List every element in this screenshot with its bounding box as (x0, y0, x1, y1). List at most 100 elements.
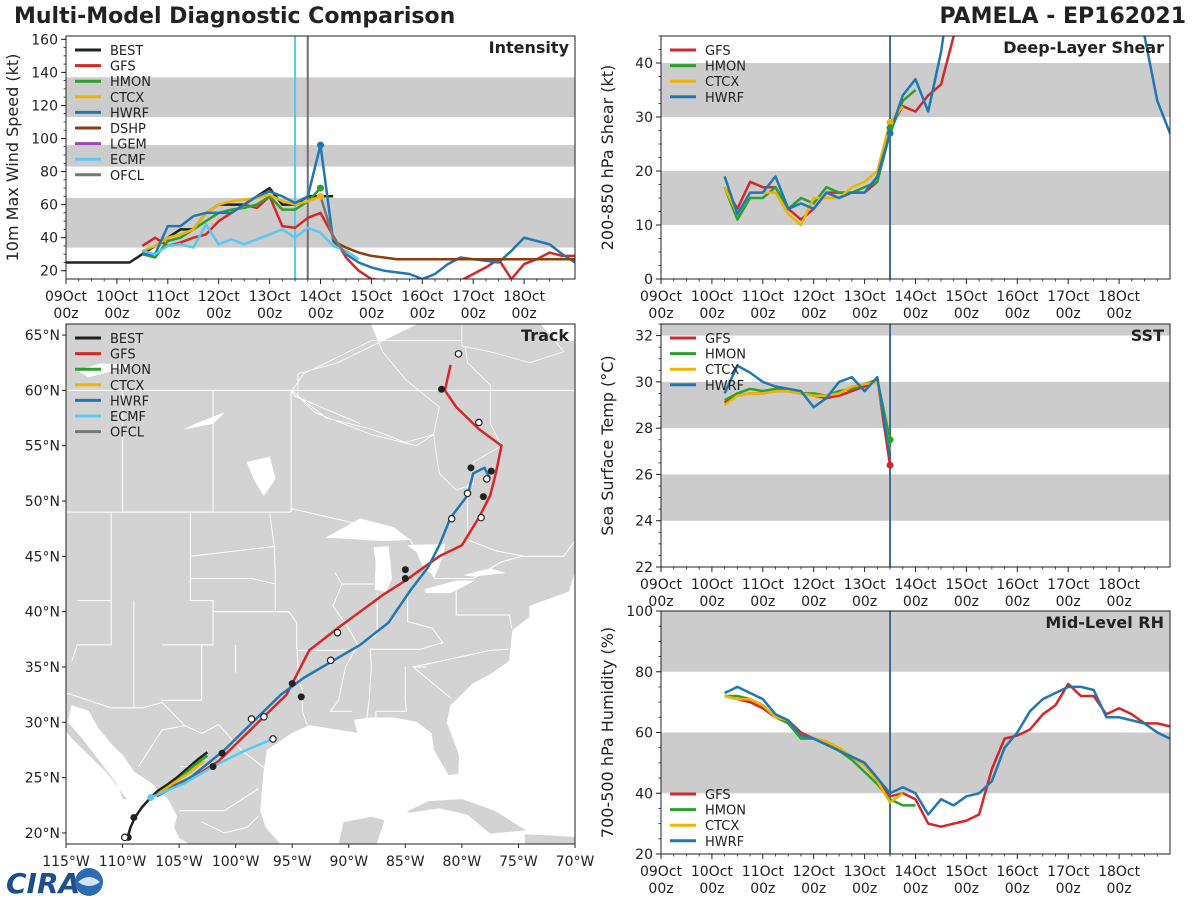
x-tick-label: 00z (903, 306, 928, 322)
boundary-28 (201, 815, 259, 834)
y-tick-label: 28 (635, 421, 653, 437)
band-0 (661, 474, 1170, 521)
lon-label: 85°W (386, 854, 425, 870)
x-tick-label: 17Oct (1047, 864, 1090, 880)
track-point-filled (479, 493, 487, 501)
series-gfs (724, 682, 1170, 828)
legend-entry-hmon: HMON (705, 804, 746, 819)
x-tick-label: 15Oct (945, 289, 988, 305)
boundary-7 (375, 667, 408, 719)
panel-title: Track (521, 326, 569, 345)
lat-label: 20°N (25, 826, 60, 842)
lat-label: 30°N (25, 715, 60, 731)
x-tick-label: 00z (954, 594, 979, 610)
lat-label: 55°N (25, 439, 60, 455)
x-tick-label: 17Oct (452, 289, 495, 305)
x-tick-label: 00z (1005, 594, 1030, 610)
x-tick-label: 14Oct (894, 289, 937, 305)
x-tick-label: 14Oct (299, 289, 342, 305)
x-tick-label: 00z (903, 594, 928, 610)
boundary-1 (66, 692, 265, 769)
legend-entry-ctcx: CTCX (110, 91, 144, 106)
track-point-filled (288, 680, 296, 688)
series-hwrf (723, 36, 1170, 216)
x-tick-label: 00z (954, 306, 979, 322)
legend-entry-hwrf: HWRF (705, 91, 744, 106)
x-tick-label: 00z (648, 881, 673, 897)
y-tick-label: 160 (31, 32, 58, 48)
panel-intensity: 2040608010012014016009Oct00z10Oct00z11Oc… (3, 32, 576, 322)
track-point-filled (130, 813, 138, 821)
track-point-hollow (121, 833, 129, 842)
boundary-22 (290, 388, 361, 513)
land-mass-3 (523, 833, 575, 844)
x-tick-label: 00z (852, 306, 877, 322)
track-point-hollow (326, 656, 335, 665)
panel-shear: 01020304009Oct00z10Oct00z11Oct00z12Oct00… (598, 35, 1171, 322)
y-tick-label: 26 (635, 467, 653, 483)
y-axis-label: 700-500 hPa Humidity (%) (598, 627, 617, 838)
logo-text: CIRA (6, 867, 80, 900)
band-1 (661, 611, 1170, 672)
track-start-ecmf (147, 794, 155, 802)
legend-entry-ofcl: OFCL (110, 426, 145, 441)
panel-rh: 2040608010009Oct00z10Oct00z11Oct00z12Oct… (598, 604, 1171, 897)
x-tick-label: 18Oct (1098, 864, 1141, 880)
marker-gfs (886, 461, 894, 469)
x-tick-label: 00z (308, 306, 333, 322)
track-point-filled (401, 566, 409, 574)
lon-label: 105°W (155, 854, 203, 870)
legend-entry-hwrf: HWRF (110, 394, 149, 409)
legend-entry-ecmf: ECMF (110, 153, 146, 168)
series-hwrf (724, 685, 1170, 816)
lake-7 (76, 363, 134, 378)
lat-label: 50°N (25, 494, 60, 510)
x-tick-label: 00z (410, 306, 435, 322)
x-tick-label: 16Oct (996, 577, 1039, 593)
lon-label: 75°W (499, 854, 538, 870)
x-tick-label: 00z (104, 306, 129, 322)
lon-label: 70°W (556, 854, 595, 870)
x-tick-label: 10Oct (691, 289, 734, 305)
x-tick-label: 09Oct (640, 289, 683, 305)
legend-entry-gfs: GFS (110, 60, 136, 75)
land-mass-5 (461, 324, 565, 364)
x-tick-label: 13Oct (844, 289, 887, 305)
x-tick-label: 10Oct (96, 289, 139, 305)
x-tick-label: 13Oct (249, 289, 292, 305)
band-1 (66, 145, 575, 167)
x-tick-label: 00z (1056, 306, 1081, 322)
boundary-0 (66, 508, 575, 579)
track-point-hollow (454, 350, 463, 358)
x-tick-label: 00z (359, 306, 384, 322)
x-tick-label: 00z (1005, 306, 1030, 322)
x-tick-label: 00z (699, 881, 724, 897)
legend-entry-dshp: DSHP (110, 122, 146, 137)
boundary-5 (366, 592, 444, 718)
lake-1 (373, 546, 393, 592)
x-tick-label: 00z (512, 306, 537, 322)
boundary-25 (179, 788, 259, 812)
x-tick-label: 00z (206, 306, 231, 322)
track-point-filled (401, 574, 409, 582)
map-area (66, 324, 575, 844)
y-tick-label: 20 (635, 164, 653, 180)
boundary-19 (369, 592, 378, 640)
legend-entry-best: BEST (110, 332, 143, 347)
lat-label: 25°N (25, 771, 60, 787)
legend-entry-hmon: HMON (705, 60, 746, 75)
track-point-hollow (333, 628, 342, 637)
legend-entry-gfs: GFS (110, 348, 136, 363)
legend-entry-hwrf: HWRF (705, 379, 744, 394)
y-tick-label: 100 (626, 604, 653, 620)
track-point-hollow (247, 715, 256, 723)
series-gfs (141, 195, 575, 279)
lat-label: 65°N (25, 328, 60, 344)
x-tick-label: 11Oct (742, 289, 785, 305)
lake-3 (424, 580, 475, 594)
legend-entry-hwrf: HWRF (705, 835, 744, 850)
band-2 (66, 77, 575, 117)
